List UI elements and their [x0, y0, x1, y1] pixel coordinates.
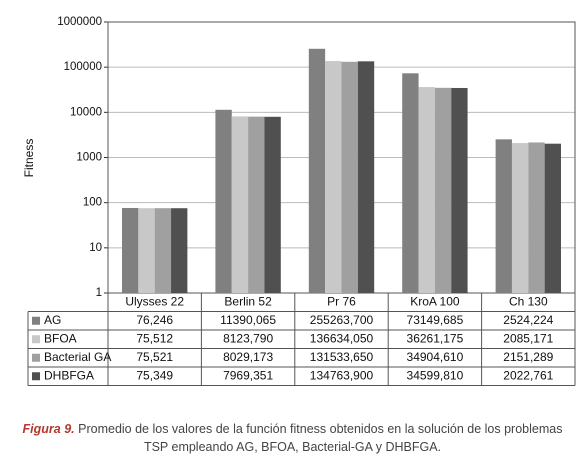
- y-tick-label: 100000: [64, 61, 102, 73]
- bar: [357, 61, 375, 294]
- bar: [528, 142, 545, 293]
- caption: Figura 9. Promedio de los valores de la …: [20, 420, 565, 456]
- table-value: 34904,610: [407, 350, 464, 364]
- bar: [122, 207, 139, 293]
- y-tick-label: 100: [83, 197, 102, 209]
- table-value: 2151,289: [503, 350, 553, 364]
- table-value: 131533,650: [310, 350, 374, 364]
- legend-label: BFOA: [44, 331, 77, 345]
- caption-label: Figura 9.: [22, 422, 75, 436]
- legend-key: [32, 316, 40, 325]
- legend-key: [32, 335, 40, 344]
- y-tick-label: 10000: [70, 106, 102, 118]
- bar: [308, 48, 326, 293]
- table-value: 2524,224: [503, 313, 553, 327]
- bar: [495, 139, 512, 293]
- bar: [171, 208, 188, 293]
- legend-key: [32, 353, 40, 362]
- bar: [215, 109, 232, 293]
- bar: [418, 87, 435, 293]
- bar: [451, 87, 468, 293]
- table-value: 75,521: [136, 350, 173, 364]
- bar: [341, 61, 358, 294]
- table-value: 75,349: [136, 368, 173, 382]
- bar: [138, 208, 155, 293]
- y-tick-label: 1000: [76, 152, 102, 164]
- table-value: 136634,050: [310, 331, 374, 345]
- bar: [231, 116, 249, 293]
- x-tick-label: Berlin 52: [224, 294, 272, 308]
- bar: [264, 116, 281, 293]
- y-tick-label: 10: [89, 242, 102, 254]
- table-value: 73149,685: [407, 313, 464, 327]
- bar: [154, 208, 172, 293]
- bar: [434, 87, 452, 293]
- table-value: 8029,173: [223, 350, 273, 364]
- legend-label: AG: [44, 313, 61, 327]
- bar: [544, 143, 561, 293]
- x-tick-label: Ulysses 22: [125, 294, 184, 308]
- table-value: 134763,900: [310, 368, 374, 382]
- legend-label: DHBFGA: [44, 368, 94, 382]
- table-value: 76,246: [136, 313, 173, 327]
- table-value: 255263,700: [310, 313, 374, 327]
- table-value: 7969,351: [223, 368, 273, 382]
- legend-label: Bacterial GA: [44, 350, 111, 364]
- chart: Fitness 1 10 100 1000 10000 100000 1000000 Ulys…: [22, 16, 576, 386]
- table-value: 8123,790: [223, 331, 273, 345]
- bar: [248, 116, 265, 293]
- table-value: 11390,065: [220, 313, 276, 327]
- caption-text: Promedio de los valores de la función fi…: [78, 422, 563, 454]
- table-value: 36261,175: [407, 331, 464, 345]
- bar: [511, 143, 529, 293]
- x-tick-label: Pr 76: [327, 294, 356, 308]
- bar: [402, 73, 419, 293]
- table-value: 2085,171: [503, 331, 553, 345]
- bar: [325, 61, 342, 294]
- table-value: 2022,761: [503, 368, 553, 382]
- table-value: 34599,810: [407, 368, 464, 382]
- table-value: 75,512: [136, 331, 173, 345]
- legend-key: [32, 372, 40, 381]
- x-tick-label: Ch 130: [509, 294, 548, 308]
- x-tick-label: KroA 100: [410, 294, 460, 308]
- y-tick-label: 1000000: [57, 16, 102, 28]
- y-axis-label: Fitness: [22, 139, 36, 178]
- y-tick-label: 1: [96, 287, 102, 299]
